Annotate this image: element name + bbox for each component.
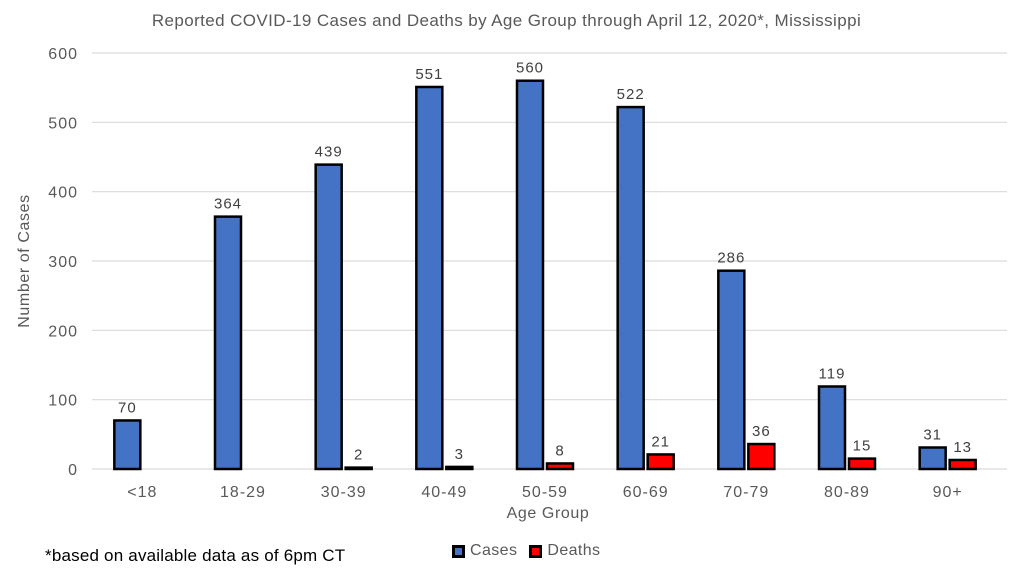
deaths-value-label-70-79: 36 [752, 423, 771, 440]
y-tick-label-500: 500 [48, 115, 78, 132]
cases-value-label-<18: 70 [118, 399, 137, 416]
x-tick-label-40-49: 40-49 [421, 484, 467, 501]
cases-bar-50-59 [515, 79, 545, 471]
deaths-bar-30-39 [344, 466, 373, 471]
x-tick-label-60-69: 60-69 [623, 484, 669, 501]
deaths-bar-60-69 [646, 453, 675, 471]
cases-bar-60-69 [616, 105, 645, 471]
cases-value-label-40-49: 551 [415, 66, 443, 83]
deaths-value-label-60-69: 21 [651, 433, 670, 450]
cases-swatch-icon [452, 544, 465, 558]
x-tick-label-<18: <18 [127, 484, 157, 501]
cases-bar-80-89 [817, 385, 847, 471]
deaths-value-label-40-49: 3 [455, 446, 464, 463]
deaths-value-label-90+: 13 [953, 439, 972, 456]
cases-value-label-70-79: 286 [717, 250, 745, 267]
legend-item-deaths: Deaths [529, 542, 600, 560]
x-tick-label-80-89: 80-89 [824, 484, 870, 501]
deaths-bar-50-59 [545, 462, 575, 471]
cases-value-label-80-89: 119 [819, 365, 846, 382]
deaths-value-label-30-39: 2 [354, 447, 363, 464]
cases-value-label-18-29: 364 [214, 196, 242, 213]
y-tick-label-100: 100 [48, 393, 78, 410]
deaths-value-label-80-89: 15 [853, 438, 872, 455]
cases-bar-18-29 [213, 215, 243, 471]
deaths-swatch-icon [529, 544, 543, 558]
y-tick-label-400: 400 [48, 185, 78, 202]
x-tick-label-18-29: 18-29 [220, 484, 266, 501]
cases-bar-30-39 [314, 163, 343, 471]
cases-bar-40-49 [415, 85, 444, 471]
y-axis-title: Number of Cases [16, 194, 33, 328]
y-tick-label-600: 600 [48, 46, 78, 63]
cases-value-label-50-59: 560 [516, 60, 544, 77]
cases-bar-<18 [113, 419, 142, 471]
cases-value-label-60-69: 522 [617, 86, 645, 103]
x-tick-label-90+: 90+ [933, 484, 963, 501]
cases-value-label-30-39: 439 [315, 144, 343, 161]
y-tick-label-0: 0 [68, 462, 78, 479]
deaths-value-label-50-59: 8 [555, 442, 564, 459]
x-tick-label-30-39: 30-39 [321, 484, 367, 501]
chart-legend: Cases Deaths [452, 542, 600, 560]
deaths-bar-70-79 [747, 442, 776, 471]
x-axis-title: Age Group [506, 505, 590, 522]
legend-label-cases: Cases [470, 542, 518, 559]
cases-value-label-90+: 31 [923, 427, 942, 444]
footnote-text: *based on available data as of 6pm CT [45, 546, 346, 565]
cases-bar-90+ [918, 446, 947, 471]
deaths-bar-90+ [948, 458, 977, 471]
cases-bar-70-79 [717, 269, 746, 471]
deaths-bar-40-49 [445, 465, 474, 471]
deaths-bar-80-89 [847, 457, 877, 471]
chart-title: Reported COVID-19 Cases and Deaths by Ag… [151, 11, 862, 30]
y-tick-label-200: 200 [48, 323, 78, 340]
x-tick-label-50-59: 50-59 [522, 484, 568, 501]
x-tick-label-70-79: 70-79 [723, 484, 769, 501]
legend-item-cases: Cases [452, 542, 517, 560]
y-tick-label-300: 300 [48, 254, 78, 271]
legend-label-deaths: Deaths [547, 542, 601, 559]
